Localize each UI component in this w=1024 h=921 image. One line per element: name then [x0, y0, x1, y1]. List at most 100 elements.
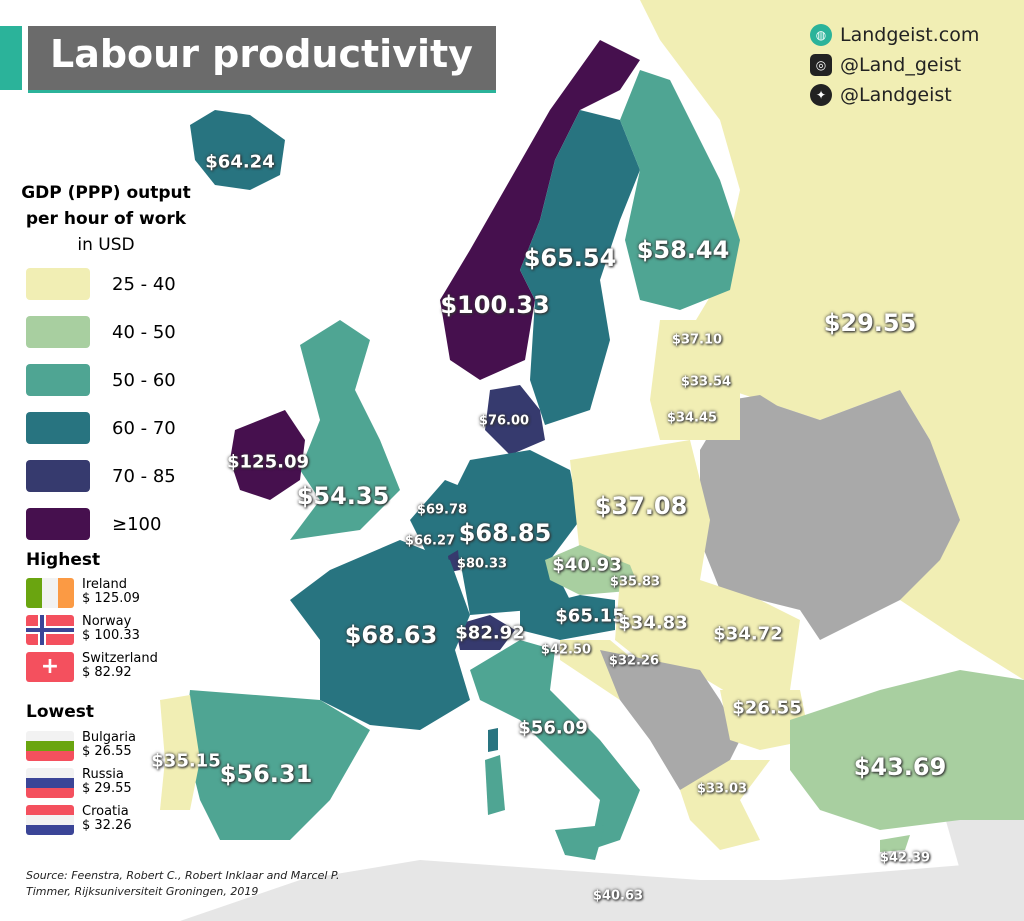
- legend-swatch: [26, 460, 90, 492]
- title-bar: [28, 26, 496, 93]
- africa-land: [180, 860, 1024, 921]
- country-ireland: [230, 410, 305, 500]
- value-label-greece: $33.03: [696, 781, 748, 797]
- country-germany: [450, 450, 580, 615]
- globe-icon: ◍: [810, 24, 832, 46]
- country-corsica: [488, 728, 498, 752]
- country-sardinia: [485, 755, 505, 815]
- country-iceland: [190, 110, 285, 190]
- rank-value: $ 29.55: [82, 781, 132, 796]
- value-label-bulgaria: $26.55: [732, 697, 802, 719]
- legend-swatch: [26, 412, 90, 444]
- rank-item-norway: Norway $ 100.33: [26, 615, 140, 645]
- legend-label: 25 - 40: [112, 273, 176, 295]
- country-sicily: [555, 825, 605, 860]
- highest-heading: Highest: [26, 550, 101, 570]
- rank-country: Croatia: [82, 804, 129, 819]
- value-label-slovakia: $35.83: [609, 574, 661, 590]
- rank-country: Switzerland: [82, 651, 158, 666]
- value-label-malta: $40.63: [592, 888, 644, 904]
- instagram-icon: ◎: [810, 54, 832, 76]
- country-poland: [570, 440, 710, 580]
- instagram-link[interactable]: ◎ @Land_geist: [810, 54, 961, 76]
- value-label-switzerland: $82.92: [455, 622, 525, 644]
- value-label-iceland: $64.24: [205, 151, 275, 173]
- bulgaria-flag-icon: [26, 731, 74, 761]
- value-label-turkey: $43.69: [853, 753, 947, 781]
- twitter-text: @Landgeist: [840, 84, 952, 106]
- rank-item-croatia: Croatia $ 32.26: [26, 805, 132, 835]
- value-label-estonia: $37.10: [671, 332, 723, 348]
- lowest-heading: Lowest: [26, 702, 94, 722]
- value-label-sweden: $65.54: [523, 244, 617, 272]
- rank-country: Bulgaria: [82, 730, 136, 745]
- rank-value: $ 26.55: [82, 744, 132, 759]
- country-benelux: [410, 480, 470, 560]
- source-note: Source: Feenstra, Robert C., Robert Inkl…: [26, 868, 340, 900]
- country-portugal: [160, 695, 200, 810]
- value-label-lithuania: $34.45: [666, 410, 718, 426]
- legend-item: 60 - 70: [26, 412, 176, 444]
- legend-label: 60 - 70: [112, 417, 176, 439]
- rank-country: Ireland: [82, 577, 127, 592]
- value-label-belgium: $66.27: [404, 533, 456, 549]
- legend-label: 40 - 50: [112, 321, 176, 343]
- value-label-austria: $65.15: [555, 605, 625, 627]
- legend-item: 70 - 85: [26, 460, 176, 492]
- page-title: Labour productivity: [50, 32, 473, 76]
- country-cyprus: [880, 835, 910, 852]
- twitter-icon: ✦: [810, 84, 832, 106]
- legend-title-line: per hour of work: [25, 209, 187, 229]
- country-switzerland: [455, 615, 515, 650]
- source-line: Source: Feenstra, Robert C., Robert Inkl…: [26, 869, 340, 882]
- value-label-italy: $56.09: [518, 717, 588, 739]
- legend-unit: in USD: [77, 235, 135, 255]
- rank-country: Russia: [82, 767, 124, 782]
- rank-item-russia: Russia $ 29.55: [26, 768, 132, 798]
- legend-label: 70 - 85: [112, 465, 176, 487]
- value-label-russia: $29.55: [823, 309, 917, 337]
- value-label-croatia: $32.26: [608, 653, 660, 669]
- country-austria: [520, 595, 615, 640]
- value-label-luxembourg: $80.33: [456, 556, 508, 572]
- value-label-ireland: $125.09: [227, 451, 309, 473]
- instagram-text: @Land_geist: [840, 54, 962, 76]
- legend-item: ≥100: [26, 508, 161, 540]
- country-norway: [440, 40, 640, 380]
- legend-title-line: GDP (PPP) output: [21, 183, 191, 203]
- rank-country: Norway: [82, 614, 132, 629]
- country-turkey: [790, 670, 1024, 830]
- value-label-netherlands: $69.78: [416, 502, 468, 518]
- value-label-norway: $100.33: [440, 291, 550, 319]
- country-greece: [680, 760, 770, 850]
- value-label-portugal: $35.15: [151, 750, 221, 772]
- twitter-link[interactable]: ✦ @Landgeist: [810, 84, 952, 106]
- country-bulgaria: [720, 690, 810, 750]
- legend-swatch: [26, 508, 90, 540]
- country-balkans-nodata: [600, 650, 740, 790]
- legend-item: 50 - 60: [26, 364, 176, 396]
- value-label-slovenia: $42.50: [540, 642, 592, 658]
- value-label-denmark: $76.00: [478, 413, 530, 429]
- rank-value: $ 125.09: [82, 591, 140, 606]
- legend-swatch: [26, 268, 90, 300]
- value-label-uk: $54.35: [296, 482, 390, 510]
- legend-label: ≥100: [112, 513, 162, 535]
- value-label-latvia: $33.54: [680, 374, 732, 390]
- rank-value: $ 82.92: [82, 665, 132, 680]
- rank-value: $ 100.33: [82, 628, 140, 643]
- value-label-hungary: $34.83: [618, 612, 688, 634]
- norway-flag-icon: [26, 615, 74, 645]
- country-czechia: [545, 545, 640, 595]
- country-italy: [470, 640, 640, 850]
- value-label-cyprus: $42.39: [879, 850, 931, 866]
- value-label-finland: $58.44: [636, 236, 730, 264]
- source-line: Timmer, Rijksuniversiteit Groningen, 201…: [26, 885, 259, 898]
- value-label-france: $68.63: [344, 621, 438, 649]
- legend-swatch: [26, 316, 90, 348]
- legend-swatch: [26, 364, 90, 396]
- value-label-poland: $37.08: [594, 492, 688, 520]
- website-link[interactable]: ◍ Landgeist.com: [810, 24, 979, 46]
